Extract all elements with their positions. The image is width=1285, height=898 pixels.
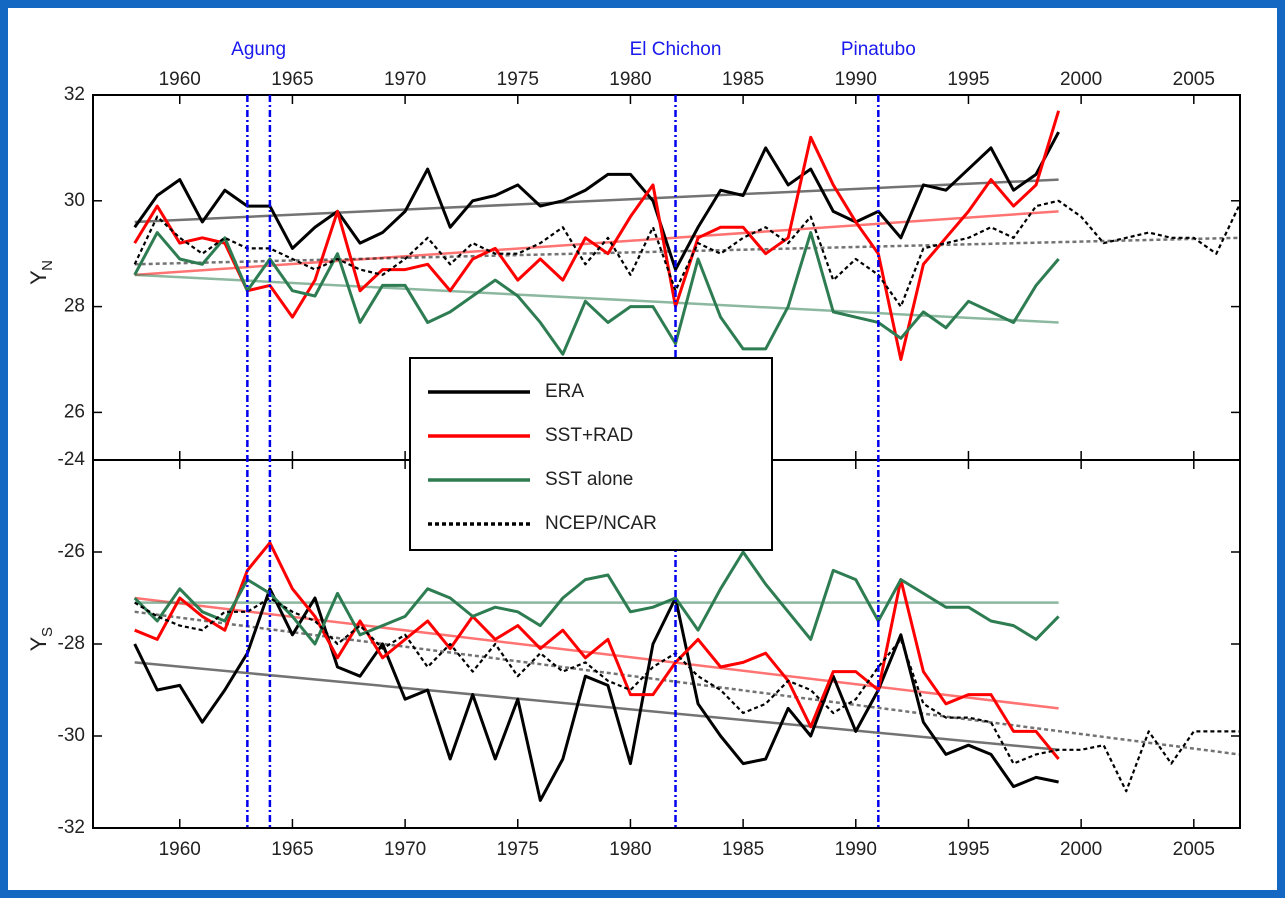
- y-axis-label: Y: [26, 636, 51, 651]
- legend-label: SST alone: [545, 469, 633, 490]
- x-tick-label: 1980: [609, 839, 651, 860]
- x-tick-label: 1965: [271, 839, 313, 860]
- y-tick-label: -26: [58, 541, 85, 562]
- x-tick-label: 1995: [947, 839, 989, 860]
- series-line: [133, 199, 1240, 308]
- y-tick-label: -30: [58, 725, 85, 746]
- y-tick-label: 32: [64, 84, 85, 105]
- x-tick-label-top: 1975: [497, 69, 539, 90]
- legend-label: NCEP/NCAR: [545, 513, 657, 534]
- series-line: [133, 131, 1060, 272]
- trend-line: [134, 596, 1059, 710]
- x-tick-label-top: 2000: [1060, 69, 1102, 90]
- series-line: [134, 541, 1060, 760]
- y-tick-label: 30: [64, 190, 85, 211]
- y-axis-label-sub: N: [39, 260, 56, 271]
- trend-line: [134, 661, 1059, 752]
- y-axis-label-sub: S: [39, 627, 56, 637]
- x-tick-label-top: 1960: [159, 69, 201, 90]
- trend-line: [134, 273, 1059, 324]
- trend-line: [134, 210, 1059, 277]
- x-tick-label-top: 1970: [384, 69, 426, 90]
- event-label: Agung: [231, 39, 286, 60]
- x-tick-label: 2005: [1173, 839, 1215, 860]
- series-line: [133, 110, 1061, 361]
- series-line: [133, 231, 1060, 356]
- x-tick-label-top: 1965: [271, 69, 313, 90]
- x-tick-label: 1960: [159, 839, 201, 860]
- y-tick-label: -24: [58, 449, 86, 470]
- legend-box: [409, 357, 773, 551]
- trend-line: [134, 178, 1059, 224]
- y-tick-label: 28: [64, 296, 85, 317]
- x-tick-label-top: 1985: [722, 69, 764, 90]
- legend-label: ERA: [545, 381, 584, 402]
- y-tick-label: -32: [58, 817, 85, 838]
- event-label: El Chichon: [630, 39, 722, 60]
- y-tick-label: 26: [64, 401, 85, 422]
- x-tick-label-top: 2005: [1173, 69, 1215, 90]
- x-tick-label-top: 1980: [609, 69, 651, 90]
- x-tick-label-top: 1995: [947, 69, 989, 90]
- x-tick-label: 1970: [384, 839, 426, 860]
- x-tick-label: 2000: [1060, 839, 1102, 860]
- x-tick-label: 1985: [722, 839, 764, 860]
- series-line: [133, 550, 1060, 646]
- x-tick-label: 1990: [835, 839, 877, 860]
- x-tick-label-top: 1990: [835, 69, 877, 90]
- y-tick-label: -28: [58, 633, 85, 654]
- trend-line: [134, 236, 1239, 266]
- y-axis-label: Y: [26, 270, 51, 285]
- event-label: Pinatubo: [841, 39, 916, 60]
- x-tick-label: 1975: [497, 839, 539, 860]
- legend-label: SST+RAD: [545, 425, 633, 446]
